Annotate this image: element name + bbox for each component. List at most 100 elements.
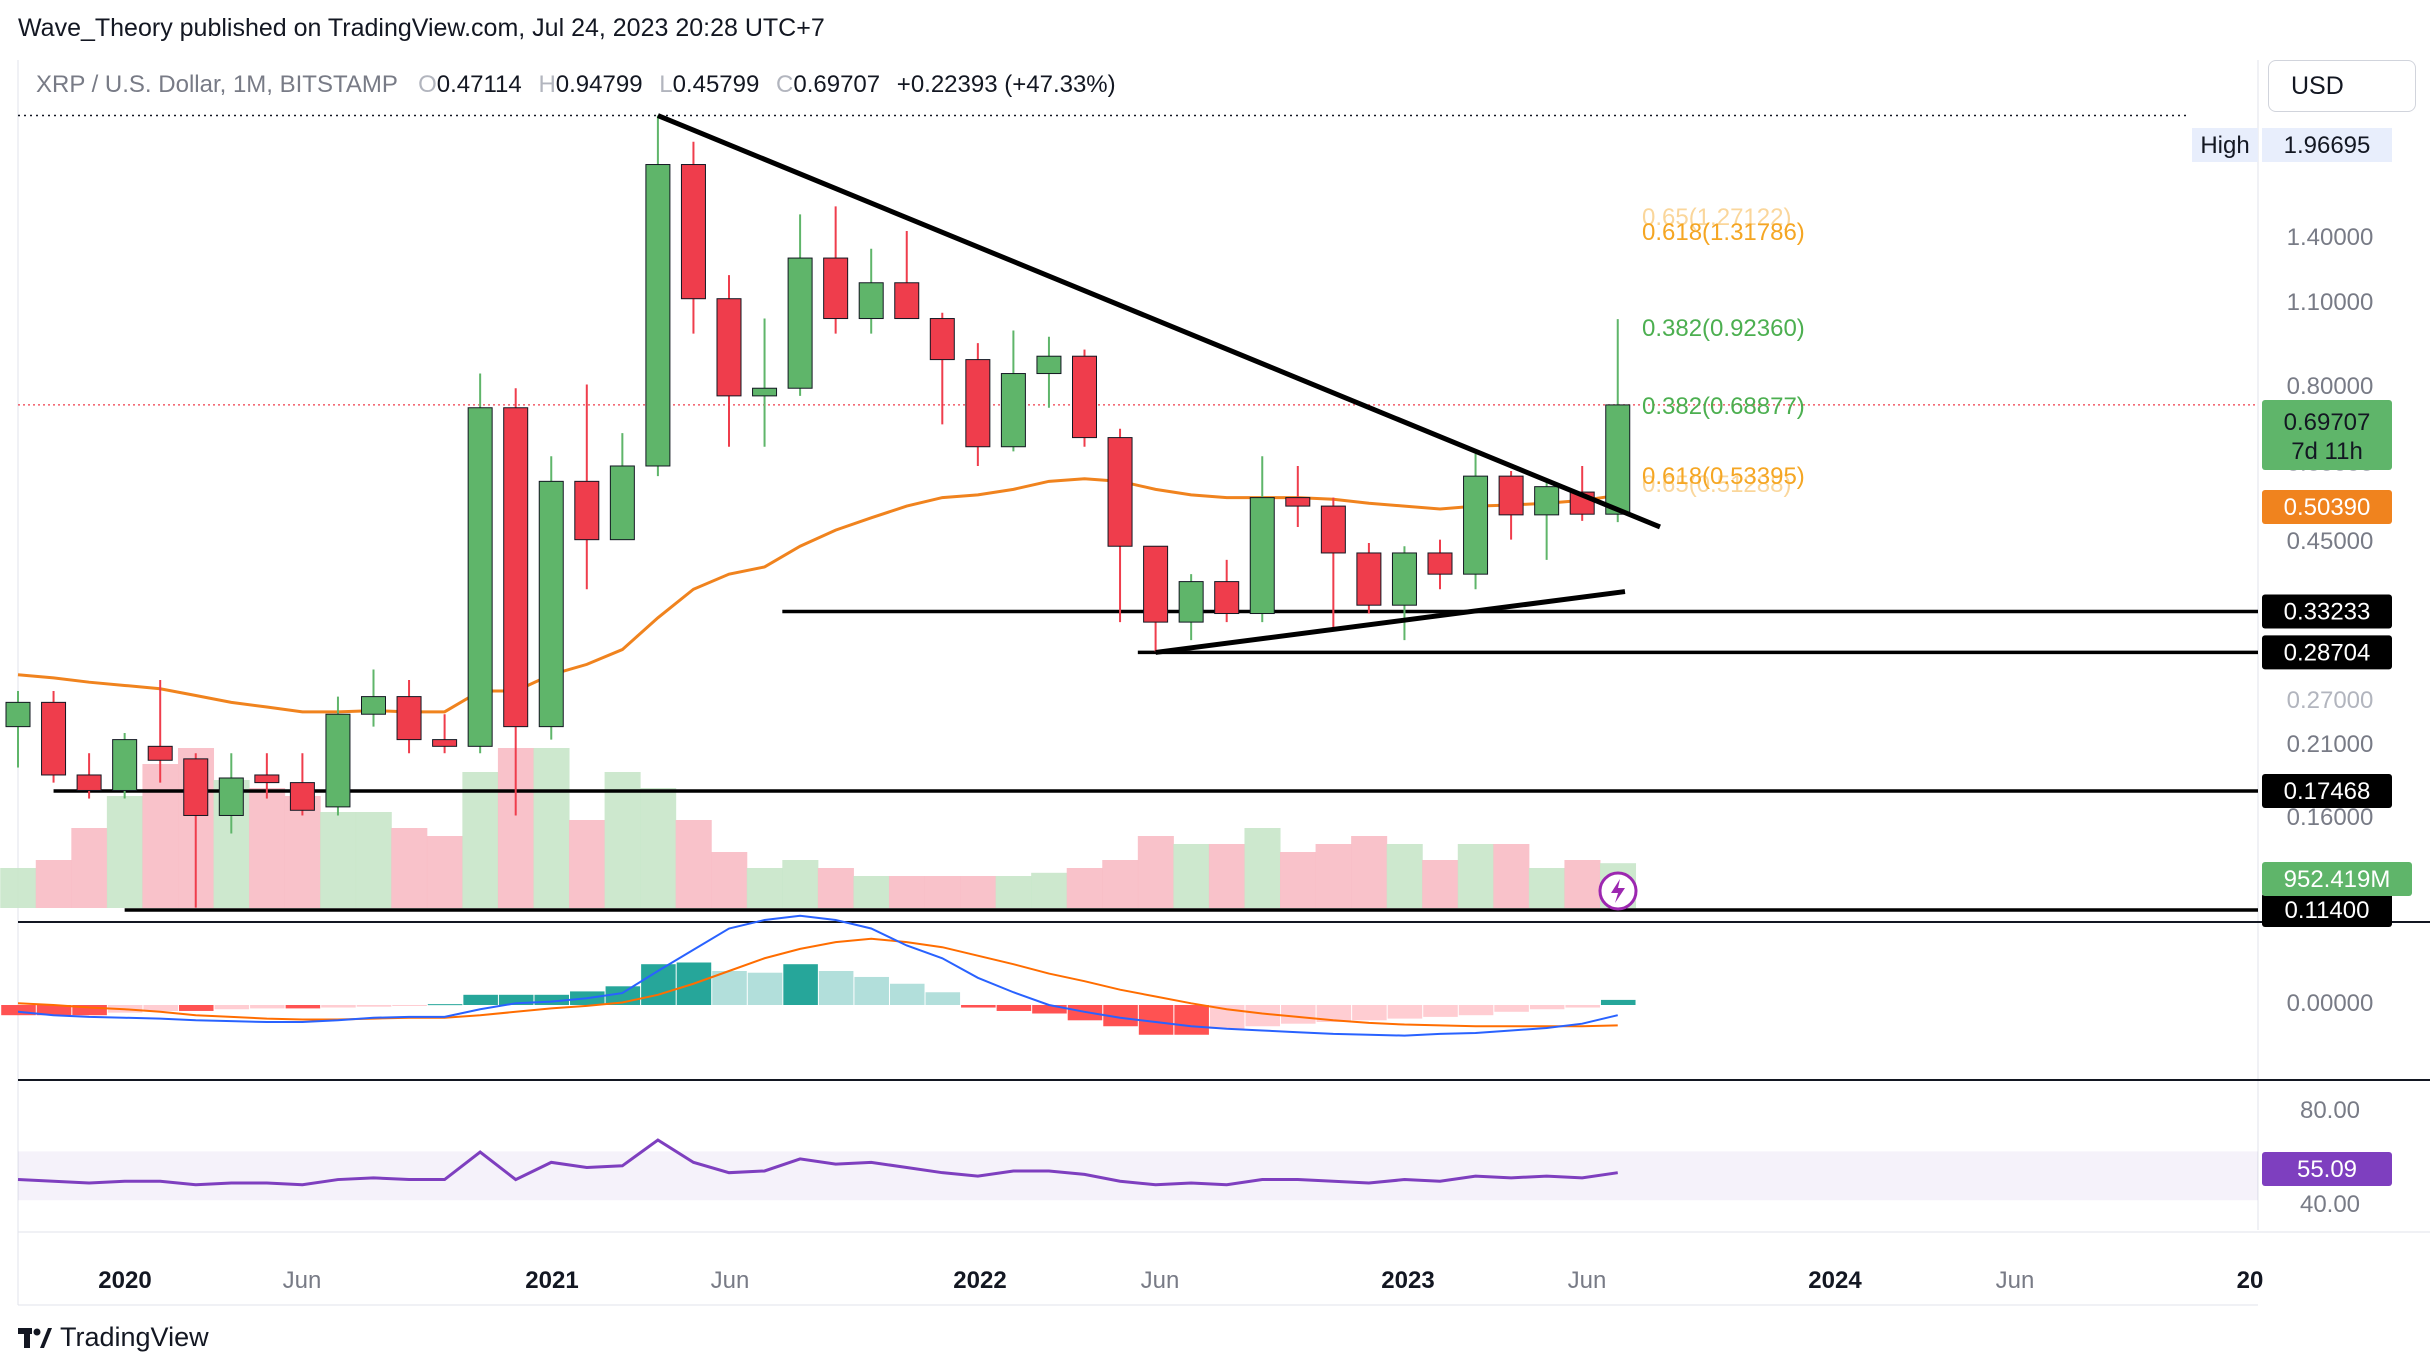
time-axis-label: 2021	[525, 1267, 578, 1294]
time-axis-label: 2023	[1381, 1267, 1434, 1294]
support-price-value: 0.17468	[2284, 778, 2371, 805]
fib-label: 0.382(0.68877)	[1642, 393, 1805, 420]
volume-bar	[640, 788, 677, 908]
macd-histogram-bar	[1458, 1005, 1494, 1016]
price-axis-label: 0.21000	[2287, 731, 2374, 758]
volume-bar	[853, 876, 890, 908]
macd-histogram-bar	[783, 964, 818, 1005]
macd-histogram-bar	[1103, 1005, 1138, 1027]
macd-histogram-bar	[1245, 1005, 1281, 1027]
volume-bar	[71, 828, 108, 908]
time-axis-label: Jun	[711, 1267, 750, 1294]
high-tag-label: High	[2200, 132, 2249, 159]
macd-histogram-bar	[889, 983, 925, 1005]
tradingview-logo[interactable]: TradingView	[18, 1322, 209, 1353]
high-tag-bg	[2192, 128, 2258, 162]
volume-bar	[782, 860, 819, 908]
volume-bar	[1137, 836, 1174, 908]
candle-body	[503, 407, 529, 728]
macd-histogram-bar	[1600, 999, 1636, 1005]
price-axis-label: 0.45000	[2287, 528, 2374, 555]
volume-bar	[0, 868, 37, 908]
candle-body	[716, 298, 742, 397]
candle-body	[76, 774, 102, 791]
low-label: L	[659, 71, 673, 98]
macd-histogram-bar	[1174, 1005, 1209, 1035]
ema-line	[17, 477, 1618, 714]
volume-bar	[995, 876, 1032, 908]
candle-countdown: 7d 11h	[2291, 438, 2363, 465]
candle-body	[5, 701, 31, 728]
candle-body	[752, 387, 778, 397]
candle-body	[1391, 552, 1417, 606]
macd-histogram-bar	[250, 1005, 285, 1009]
volume-bar	[391, 828, 428, 908]
volume-tag	[2262, 862, 2412, 896]
candle-body	[1143, 545, 1169, 623]
time-axis-label: Jun	[1141, 1267, 1180, 1294]
volume-bar	[746, 868, 783, 908]
volume-bar	[1493, 844, 1530, 908]
candle-body	[894, 282, 920, 320]
candle-body	[396, 696, 422, 741]
macd-histogram-bar	[925, 992, 961, 1005]
tradingview-brand: TradingView	[60, 1322, 209, 1352]
candle-body	[254, 774, 280, 784]
volume-bar	[106, 796, 143, 908]
macd-histogram-bar	[747, 972, 783, 1005]
macd-histogram-bar	[427, 1004, 463, 1006]
candle-body	[467, 407, 493, 747]
candle-body	[218, 777, 244, 816]
macd-histogram-bar	[1565, 1005, 1600, 1008]
fib-label: 0.382(0.92360)	[1642, 315, 1805, 342]
lightning-icon	[1611, 879, 1625, 903]
macd-histogram-bar	[854, 976, 889, 1005]
candle-body	[787, 257, 813, 389]
macd-histogram-bar	[1, 1005, 36, 1016]
last-price-tag	[2262, 400, 2392, 470]
close-label: C	[776, 71, 794, 98]
rsi-band	[18, 1151, 2258, 1201]
candle-body	[1178, 581, 1204, 623]
volume-bar	[711, 852, 748, 908]
macd-histogram-bar	[36, 1005, 72, 1016]
candle-body	[289, 782, 315, 811]
volume-bar	[249, 788, 286, 908]
rsi-value-tag	[2262, 1152, 2392, 1186]
macd-histogram-bar	[285, 1005, 321, 1009]
macd-histogram-bar	[72, 1005, 107, 1016]
candle-body	[645, 164, 671, 467]
high-label: H	[538, 71, 556, 98]
candle-body	[929, 318, 955, 361]
candle-body	[183, 758, 209, 816]
macd-histogram-bar	[712, 971, 747, 1005]
macd-histogram-bar	[321, 1005, 356, 1008]
candle-body	[1605, 404, 1631, 515]
rsi-line	[17, 1138, 1618, 1187]
macd-histogram-bar	[1423, 1005, 1458, 1017]
volume-bar	[888, 876, 926, 908]
candle-body	[147, 745, 173, 761]
macd-histogram-bar	[1281, 1005, 1316, 1024]
macd-histogram-bar	[463, 994, 498, 1005]
candle-body	[1214, 581, 1240, 615]
volume-bar	[533, 748, 570, 908]
currency-button[interactable]: USD	[2268, 60, 2416, 112]
candle-body	[1534, 486, 1560, 516]
support-price-value: 0.28704	[2284, 639, 2371, 666]
macd-zero-label: 0.00000	[2287, 990, 2374, 1017]
macd-histogram-bar	[392, 1005, 427, 1006]
publisher-line: Wave_Theory published on TradingView.com…	[18, 14, 825, 42]
candle-body	[1356, 552, 1382, 606]
candle-body	[112, 739, 138, 791]
price-axis-label: 0.16000	[2287, 804, 2374, 831]
ema-price-tag	[2262, 490, 2392, 524]
fib-label: 0.618(1.31786)	[1642, 219, 1805, 246]
macd-histogram-bar	[818, 971, 854, 1005]
time-axis-label: 2020	[98, 1267, 151, 1294]
volume-bar	[1528, 868, 1565, 908]
volume-bar	[675, 820, 712, 908]
macd-histogram-bar	[534, 994, 570, 1005]
